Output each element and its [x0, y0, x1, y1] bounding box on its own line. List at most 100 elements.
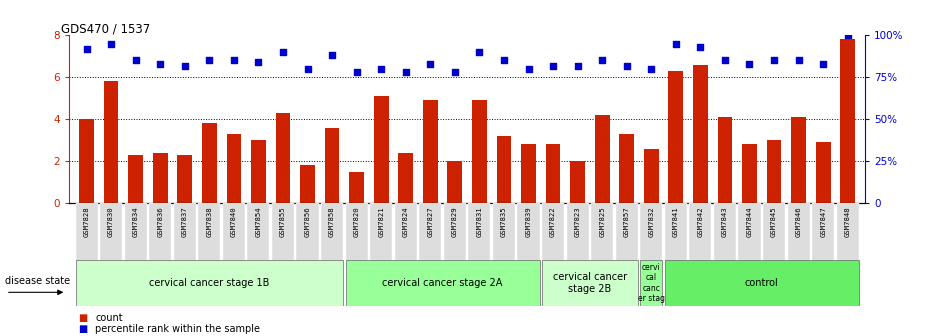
- FancyBboxPatch shape: [149, 203, 171, 262]
- Point: [546, 63, 561, 68]
- Point: [448, 70, 462, 75]
- Bar: [497, 136, 512, 203]
- Text: GSM7823: GSM7823: [574, 206, 581, 237]
- Point: [521, 66, 536, 72]
- FancyBboxPatch shape: [346, 203, 368, 262]
- Bar: [669, 71, 684, 203]
- Bar: [301, 166, 314, 203]
- FancyBboxPatch shape: [566, 203, 588, 262]
- Point: [423, 61, 438, 67]
- Bar: [718, 117, 733, 203]
- Point: [570, 63, 585, 68]
- Point: [300, 66, 314, 72]
- FancyBboxPatch shape: [76, 203, 98, 262]
- Text: cervical cancer stage 2A: cervical cancer stage 2A: [382, 278, 503, 288]
- Text: GSM7848: GSM7848: [845, 206, 851, 237]
- Bar: [693, 65, 708, 203]
- Point: [178, 63, 192, 68]
- Point: [718, 58, 733, 63]
- Text: GSM7840: GSM7840: [231, 206, 237, 237]
- Bar: [80, 119, 94, 203]
- Bar: [767, 140, 782, 203]
- Bar: [129, 155, 143, 203]
- FancyBboxPatch shape: [517, 203, 539, 262]
- Bar: [104, 82, 118, 203]
- Point: [595, 58, 610, 63]
- Text: GSM7827: GSM7827: [427, 206, 433, 237]
- FancyBboxPatch shape: [125, 203, 147, 262]
- FancyBboxPatch shape: [346, 260, 539, 306]
- Text: ■: ■: [79, 324, 88, 334]
- FancyBboxPatch shape: [689, 203, 711, 262]
- Bar: [742, 144, 757, 203]
- Text: GSM7831: GSM7831: [476, 206, 483, 237]
- Bar: [153, 153, 167, 203]
- Point: [202, 58, 216, 63]
- Text: GSM7858: GSM7858: [329, 206, 335, 237]
- Bar: [791, 117, 806, 203]
- Bar: [644, 149, 659, 203]
- Text: GSM7843: GSM7843: [722, 206, 728, 237]
- Text: GSM7837: GSM7837: [182, 206, 188, 237]
- FancyBboxPatch shape: [493, 203, 515, 262]
- Point: [497, 58, 512, 63]
- Point: [669, 41, 684, 46]
- Point: [644, 66, 659, 72]
- Text: GSM7841: GSM7841: [672, 206, 679, 237]
- FancyBboxPatch shape: [665, 260, 858, 306]
- Point: [251, 59, 265, 65]
- Bar: [202, 124, 216, 203]
- Point: [840, 33, 855, 38]
- Text: percentile rank within the sample: percentile rank within the sample: [95, 324, 260, 334]
- Text: GSM7828: GSM7828: [83, 206, 90, 237]
- Text: cervi
cal
canc
er stag: cervi cal canc er stag: [637, 263, 665, 303]
- Bar: [423, 100, 438, 203]
- FancyBboxPatch shape: [763, 203, 785, 262]
- Point: [153, 61, 167, 67]
- Point: [350, 70, 364, 75]
- Bar: [178, 155, 192, 203]
- Text: GSM7845: GSM7845: [771, 206, 777, 237]
- Text: GSM7820: GSM7820: [353, 206, 360, 237]
- FancyBboxPatch shape: [468, 203, 490, 262]
- Bar: [374, 96, 388, 203]
- Point: [791, 58, 806, 63]
- Point: [816, 61, 831, 67]
- FancyBboxPatch shape: [223, 203, 245, 262]
- Text: GSM7830: GSM7830: [108, 206, 114, 237]
- Text: GSM7855: GSM7855: [280, 206, 286, 237]
- Text: GSM7825: GSM7825: [599, 206, 605, 237]
- Text: GSM7829: GSM7829: [451, 206, 458, 237]
- FancyBboxPatch shape: [640, 203, 662, 262]
- Point: [227, 58, 241, 63]
- Bar: [620, 134, 634, 203]
- FancyBboxPatch shape: [787, 203, 809, 262]
- Text: GSM7846: GSM7846: [796, 206, 802, 237]
- FancyBboxPatch shape: [616, 203, 637, 262]
- FancyBboxPatch shape: [738, 203, 760, 262]
- FancyBboxPatch shape: [174, 203, 196, 262]
- Bar: [595, 115, 610, 203]
- FancyBboxPatch shape: [444, 203, 466, 262]
- Point: [472, 49, 487, 55]
- FancyBboxPatch shape: [100, 203, 122, 262]
- FancyBboxPatch shape: [812, 203, 834, 262]
- Point: [104, 41, 118, 46]
- Text: GSM7844: GSM7844: [746, 206, 752, 237]
- Bar: [521, 144, 536, 203]
- Text: GSM7834: GSM7834: [132, 206, 139, 237]
- Text: disease state: disease state: [5, 276, 69, 286]
- Point: [374, 66, 388, 72]
- Text: GDS470 / 1537: GDS470 / 1537: [61, 22, 151, 35]
- Text: GSM7857: GSM7857: [623, 206, 630, 237]
- Text: GSM7842: GSM7842: [697, 206, 703, 237]
- FancyBboxPatch shape: [247, 203, 269, 262]
- Text: GSM7835: GSM7835: [501, 206, 507, 237]
- Point: [767, 58, 782, 63]
- Bar: [816, 142, 831, 203]
- Point: [742, 61, 757, 67]
- FancyBboxPatch shape: [198, 203, 220, 262]
- Bar: [325, 128, 339, 203]
- Text: cervical cancer stage 1B: cervical cancer stage 1B: [149, 278, 269, 288]
- Point: [620, 63, 635, 68]
